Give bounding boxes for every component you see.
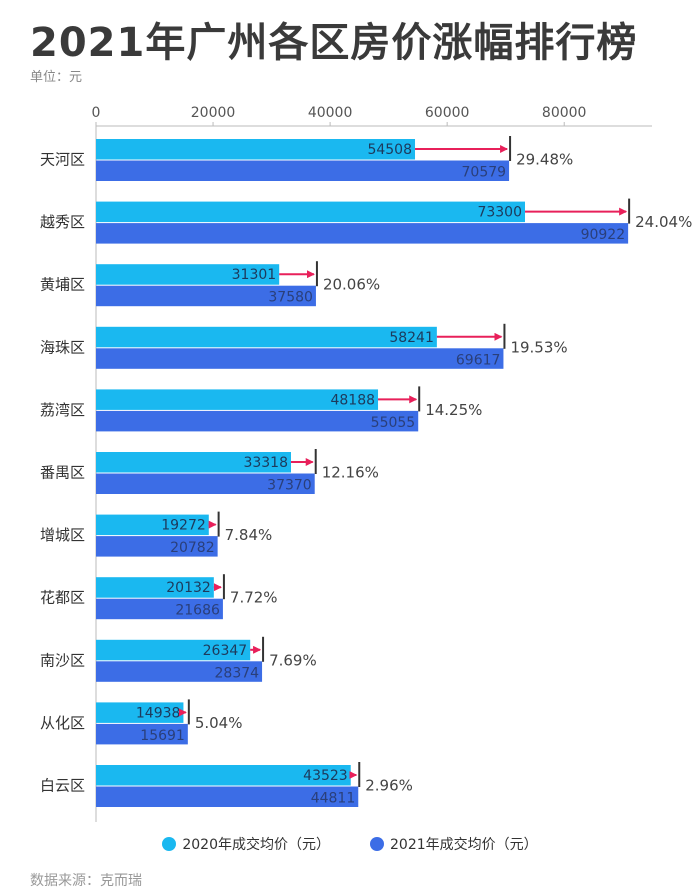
bar-2021 [96, 661, 263, 682]
legend-item-2020: 2020年成交均价（元） [162, 834, 330, 854]
category-label: 白云区 [40, 777, 85, 795]
bar-2020 [96, 389, 379, 410]
value-label-2021: 69617 [456, 352, 501, 368]
x-axis-tick-label: 40000 [308, 105, 353, 121]
growth-label: 24.04% [635, 213, 692, 231]
bar-2021 [96, 285, 316, 307]
value-label-2020: 20132 [166, 580, 211, 596]
value-label-2020: 58241 [389, 330, 434, 346]
bar-2020 [96, 639, 251, 661]
category-label: 越秀区 [40, 213, 85, 231]
growth-label: 14.25% [425, 401, 482, 419]
category-label: 天河区 [40, 151, 85, 169]
value-label-2020: 48188 [330, 392, 375, 408]
chart-title: 2021年广州各区房价涨幅排行榜 [30, 20, 638, 66]
bar-2021 [96, 473, 315, 494]
value-label-2020: 43523 [303, 768, 348, 784]
value-label-2021: 70579 [462, 165, 507, 181]
value-label-2021: 44811 [311, 791, 356, 807]
category-label: 荔湾区 [40, 401, 85, 419]
value-label-2020: 33318 [243, 455, 288, 471]
x-axis-tick-label: 60000 [425, 105, 470, 121]
category-label: 海珠区 [40, 338, 85, 356]
growth-label: 7.84% [225, 526, 273, 544]
value-label-2021: 28374 [215, 665, 260, 681]
bar-2021 [96, 348, 504, 369]
bar-2020 [96, 514, 209, 536]
value-label-2020: 14938 [136, 705, 181, 721]
bar-2020 [96, 139, 416, 160]
value-label-2021: 37580 [268, 290, 313, 306]
bar-2020 [96, 326, 437, 348]
value-label-2020: 73300 [477, 205, 522, 221]
category-label: 从化区 [40, 714, 85, 732]
value-label-2021: 55055 [371, 415, 416, 431]
value-label-2020: 31301 [232, 267, 277, 283]
x-axis-tick-label: 0 [92, 105, 101, 121]
growth-label: 7.72% [230, 589, 278, 607]
bar-2020 [96, 577, 214, 598]
bar-chart: 0 20000 40000 60000 80000 天河区 54508 70579 29.48%… [40, 105, 692, 822]
legend: 2020年成交均价（元） 2021年成交均价（元） [0, 834, 700, 854]
bar-2021 [96, 598, 223, 620]
category-label: 番禺区 [40, 464, 85, 482]
bar-2020 [96, 264, 280, 285]
value-label-2020: 19272 [161, 518, 206, 534]
value-label-2021: 15691 [140, 728, 185, 744]
x-axis-tick-label: 20000 [191, 105, 236, 121]
legend-swatch-2020 [162, 837, 177, 851]
bar-2021 [96, 723, 188, 745]
growth-label: 7.69% [269, 651, 317, 669]
category-label: 黄埔区 [40, 276, 85, 294]
growth-label: 19.53% [510, 338, 567, 356]
value-label-2020: 26347 [203, 643, 248, 659]
bar-2021 [96, 410, 419, 432]
growth-label: 2.96% [365, 777, 413, 795]
growth-label: 5.04% [195, 714, 243, 732]
growth-label: 29.48% [516, 151, 573, 169]
bar-2021 [96, 786, 359, 807]
legend-item-2021: 2021年成交均价（元） [370, 834, 538, 854]
category-label: 南沙区 [40, 651, 85, 669]
value-label-2020: 54508 [367, 142, 412, 158]
legend-swatch-2021 [370, 837, 384, 851]
x-axis-tick-label: 80000 [542, 105, 587, 121]
bar-2021 [96, 160, 510, 181]
legend-label-2021: 2021年成交均价（元） [390, 837, 538, 853]
legend-label-2020: 2020年成交均价（元） [182, 837, 330, 853]
bar-2021 [96, 536, 218, 557]
category-label: 花都区 [40, 589, 85, 607]
value-label-2021: 37370 [267, 478, 312, 494]
bar-2020 [96, 452, 291, 473]
bar-2020 [96, 702, 184, 723]
unit-label: 单位：元 [30, 70, 83, 85]
value-label-2021: 90922 [581, 227, 626, 243]
bar-2020 [96, 201, 525, 223]
bar-2021 [96, 223, 629, 244]
category-label: 增城区 [40, 526, 85, 544]
value-label-2021: 20782 [170, 540, 215, 556]
growth-label: 12.16% [322, 464, 379, 482]
value-label-2021: 21686 [175, 603, 220, 619]
source-label: 数据来源：克而瑞 [30, 873, 142, 889]
growth-label: 20.06% [323, 276, 380, 294]
bar-2020 [96, 765, 351, 786]
